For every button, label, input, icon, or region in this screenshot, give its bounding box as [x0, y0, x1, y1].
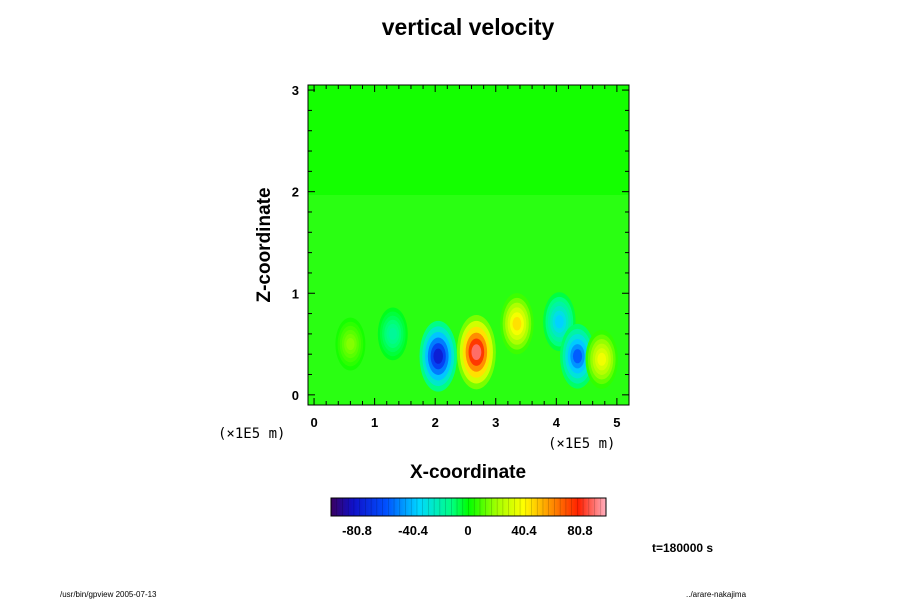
heatmap-features [335, 292, 618, 392]
x-tick-label: 0 [310, 415, 317, 430]
heatmap-contour [433, 348, 444, 364]
heatmap-contour [471, 344, 482, 361]
x-axis-label: X-coordinate [410, 462, 526, 483]
chart-title: vertical velocity [381, 14, 555, 40]
x-unit-label: (×1E5 m) [548, 436, 615, 452]
time-label: t=180000 s [652, 541, 713, 555]
axis-ticks [308, 85, 630, 405]
y-axis-label: Z-coordinate [254, 187, 275, 302]
heatmap-contour [572, 349, 583, 364]
x-tick-label: 2 [432, 415, 439, 430]
plot-frame [307, 84, 630, 406]
colorbar-tick-label: 40.4 [511, 523, 537, 538]
footer-right-note: ../arare-nakajima [686, 590, 747, 599]
heatmap-cell [335, 317, 366, 371]
heatmap-contour [512, 316, 522, 331]
colorbar-divisions [336, 498, 601, 516]
colorbar-tick-label: 80.8 [567, 523, 592, 538]
heatmap-contour [597, 352, 607, 366]
heatmap-cell [377, 307, 408, 361]
colorbar-tick-label: -40.4 [398, 523, 428, 538]
y-tick-label: 3 [292, 83, 299, 98]
y-tick-label: 1 [292, 286, 299, 301]
heatmap-contour [388, 327, 397, 340]
colorbar-tick-label: 0 [464, 523, 471, 538]
x-tick-label: 5 [613, 415, 620, 430]
heatmap-cell [456, 314, 496, 390]
footer-left-note: /usr/bin/gpview 2005-07-13 [60, 590, 157, 599]
heatmap-contour [346, 337, 355, 351]
z-unit-label: (×1E5 m) [218, 426, 285, 442]
heatmap-contour [554, 315, 564, 329]
y-tick-label: 0 [292, 388, 299, 403]
heatmap-cell [419, 320, 457, 392]
x-tick-label: 3 [492, 415, 499, 430]
heatmap-cell [560, 323, 596, 389]
x-tick-label: 4 [553, 415, 561, 430]
heatmap-field [308, 85, 629, 405]
colorbar-tick-label: -80.8 [342, 523, 372, 538]
colorbar-frame [330, 497, 607, 517]
x-tick-label: 1 [371, 415, 378, 430]
y-tick-label: 2 [292, 185, 299, 200]
colorbar [331, 498, 606, 516]
heatmap-cell [500, 293, 534, 355]
heatmap-cell [585, 329, 618, 389]
